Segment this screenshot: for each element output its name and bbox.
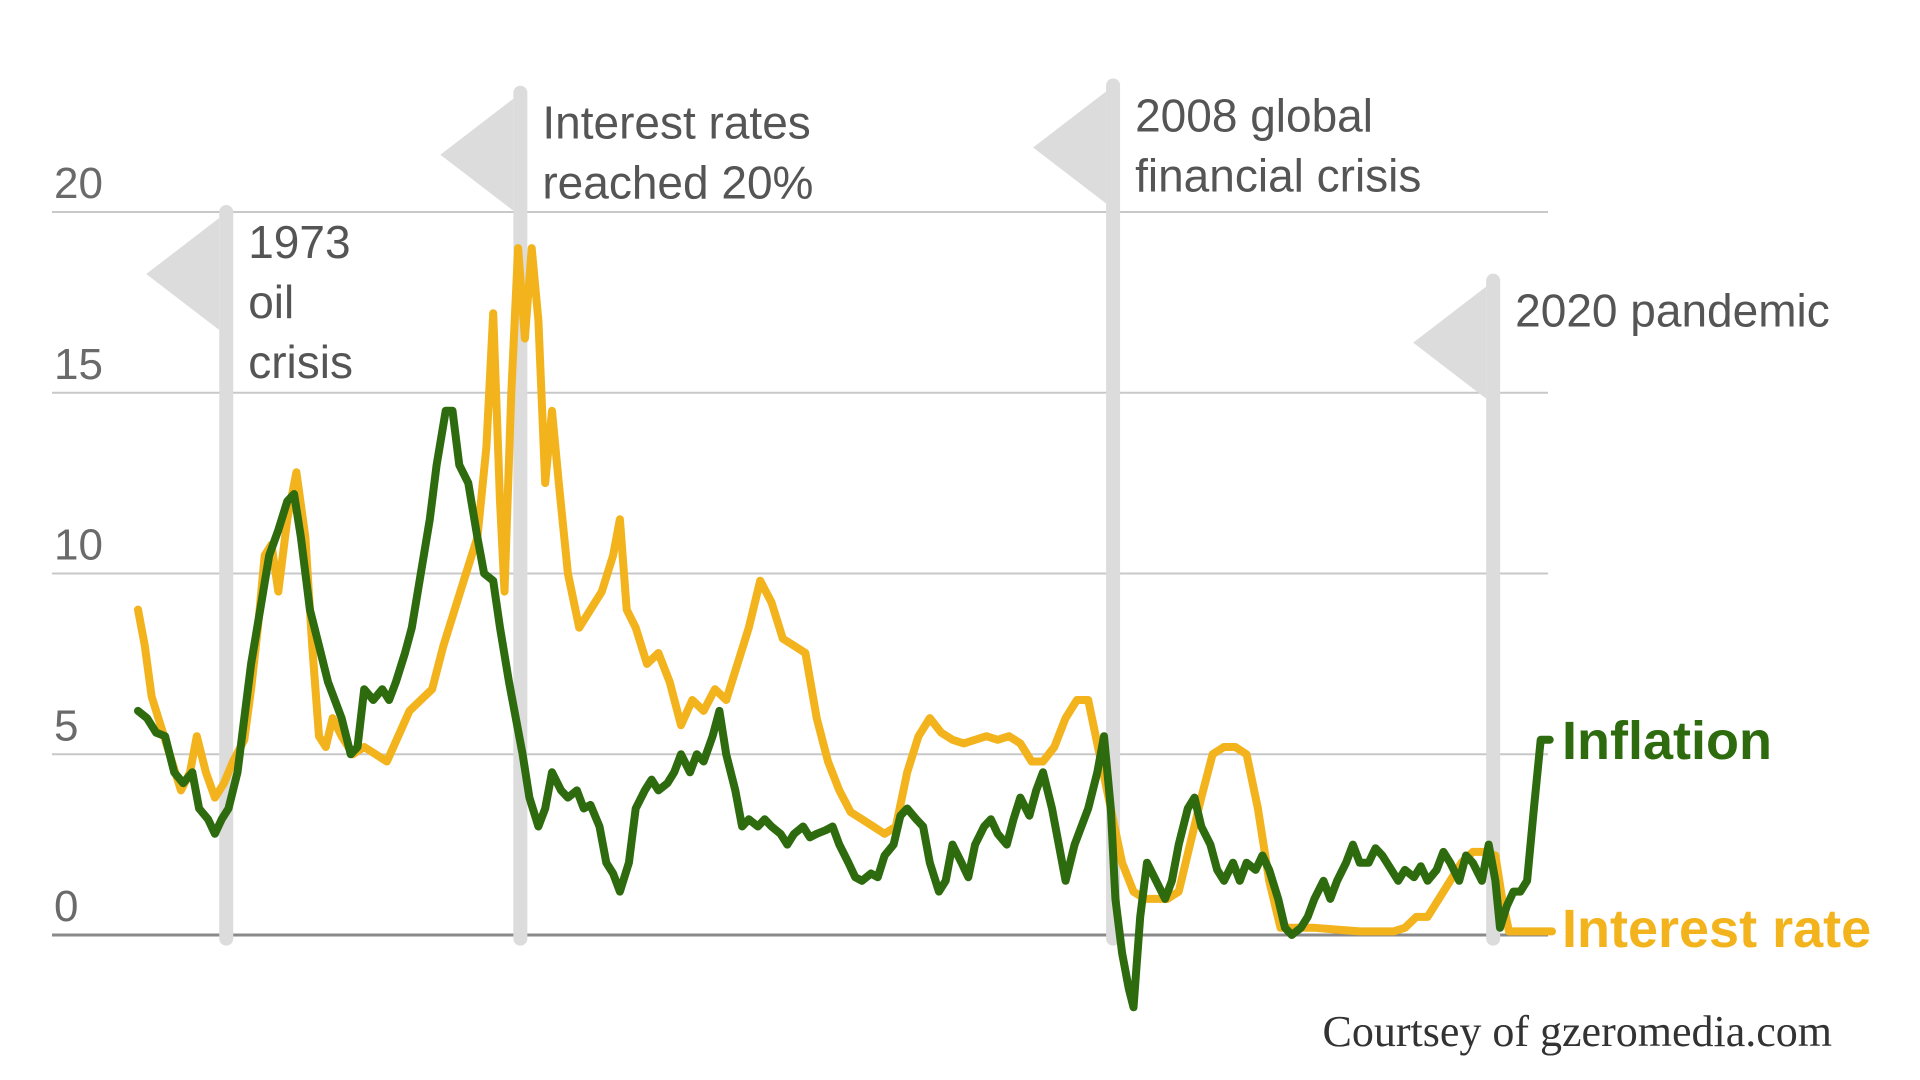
flag [146,218,220,330]
annotation-3: 2008 global financial crisis [1033,78,1421,946]
annotation-text-line: 2008 global [1135,89,1373,141]
flag [440,98,514,211]
y-tick-label: 0 [54,882,78,931]
y-tick-label: 5 [54,701,78,750]
annotation-text-line: crisis [248,336,353,388]
annotation-2: Interest rates reached 20% [440,85,813,946]
series-line-inflation [134,406,1554,1012]
series-label-inflation: Inflation [1562,711,1772,771]
series-label-interest-rate: Interest rate [1562,899,1871,959]
series-line-interest-rate [134,244,1556,936]
grid-lines [52,211,1548,937]
credit-text: Courtsey of gzeromedia.com [1322,1007,1832,1056]
annotation-text-line: reached 20% [542,157,813,209]
annotation-text-line: 2020 pandemic [1515,285,1830,337]
series-lines [134,244,1556,1012]
annotation-text-line: financial crisis [1135,149,1421,201]
y-tick-label: 20 [54,159,103,208]
annotation-text-line: 1973 [248,216,350,268]
annotation-4: 2020 pandemic [1413,273,1830,946]
flag [1033,91,1107,204]
annotation-text-line: Interest rates [542,97,810,149]
y-tick-label: 10 [54,521,103,570]
annotation-text-line: oil [248,276,294,328]
flag [1413,286,1487,399]
series-labels: Inflation Interest rate [1562,711,1871,959]
event-annotations: 1973 oil crisis Interest rates reached 20% 20… [146,78,1830,946]
y-axis-ticks: 0 5 10 15 20 [54,159,103,931]
y-tick-label: 15 [54,340,103,389]
annotation-1: 1973 oil crisis [146,205,353,946]
